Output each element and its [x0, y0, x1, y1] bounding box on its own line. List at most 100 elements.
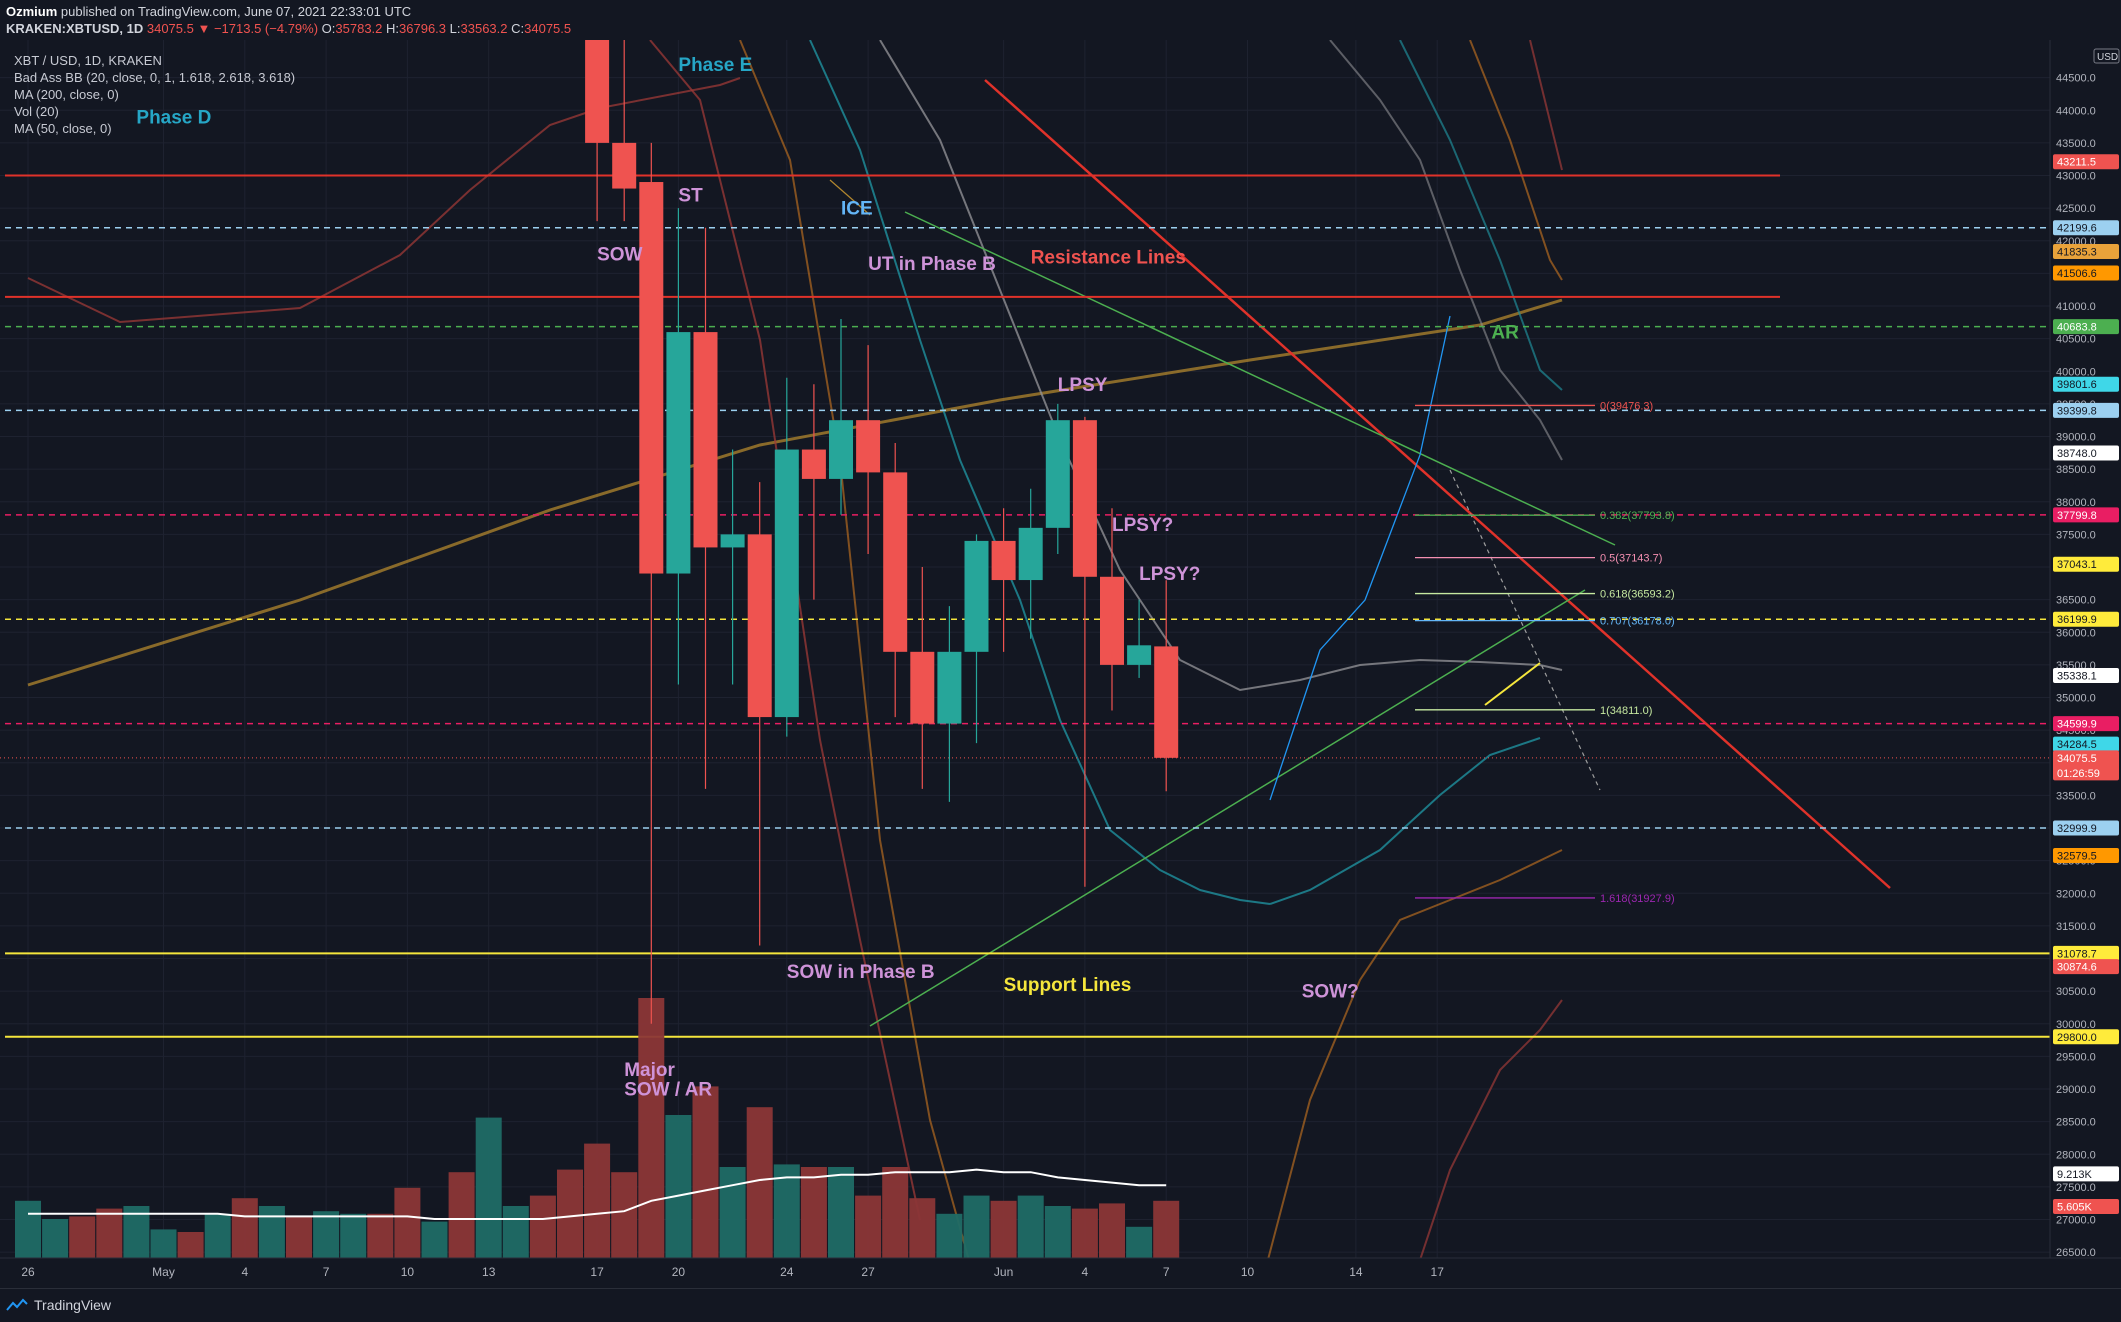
annotation-label: LPSY: [1058, 375, 1108, 396]
annotation-label: Phase E: [678, 55, 752, 76]
annotation-label: UT in Phase B: [868, 254, 996, 275]
volume-bar: [611, 1172, 638, 1258]
price-tag-label: 41835.3: [2057, 246, 2097, 258]
price-tick-label: 30000.0: [2056, 1019, 2096, 1031]
volume-ma-line: [28, 1168, 1167, 1220]
price-tag-box: [2053, 376, 2119, 392]
author-name[interactable]: Ozmium: [6, 4, 58, 19]
price-tag: 37043.1: [2053, 556, 2119, 572]
price-tag-label: 41506.6: [2057, 268, 2097, 280]
annotation-label: SOW?: [1302, 982, 1359, 1003]
volume-bar: [502, 1206, 529, 1258]
currency-badge-box: [2093, 48, 2120, 64]
open-value: 35783.2: [335, 21, 383, 36]
price-tick-label: 37500.0: [2056, 529, 2096, 541]
price-tick-label: 29500.0: [2056, 1051, 2096, 1063]
price-tag-box: [2053, 507, 2119, 523]
price-tick-label: 29000.0: [2056, 1084, 2096, 1096]
candles: [585, 40, 1179, 1024]
bollinger-upper-red: [1529, 40, 1563, 171]
price-tick-label: 40000.0: [2056, 366, 2096, 378]
candle-body: [1100, 576, 1124, 665]
time-tick-label: Jun: [994, 1265, 1013, 1279]
volume-bar: [448, 1172, 475, 1258]
price-tag-label: 40683.8: [2057, 322, 2097, 334]
volume-bar: [828, 1167, 854, 1258]
fibonacci-levels: 0(39476.3) 0.382(37793.8) 0.5(37143.7) 0.61…: [1415, 400, 1675, 905]
price-tag: 34599.9: [2053, 716, 2119, 732]
brand-label: TradingView: [34, 1297, 112, 1313]
bollinger-upper-orange: [1469, 40, 1563, 281]
fib-level-label: 0.5(37143.7): [1600, 553, 1662, 565]
price-tick-label: 26500.0: [2056, 1247, 2096, 1259]
low-value: 33563.2: [460, 21, 508, 36]
volume-bar: [96, 1208, 123, 1258]
price-tag-box: [2053, 945, 2119, 961]
tradingview-logo-icon: [6, 1298, 28, 1311]
legend-ma200[interactable]: MA (200, close, 0): [14, 87, 119, 102]
volume-bar: [1099, 1203, 1125, 1258]
price-tag: 34075.5 01:26:59: [2053, 750, 2119, 781]
candle-body: [747, 534, 772, 718]
candle-body: [856, 420, 881, 473]
volume-bar: [1071, 1208, 1098, 1258]
candle-body: [964, 540, 989, 652]
candle-body: [1154, 646, 1179, 758]
price-tag-label: 35338.1: [2057, 670, 2097, 682]
price-tick-label: 33500.0: [2056, 790, 2096, 802]
legend-volume[interactable]: Vol (20): [14, 104, 59, 119]
price-tag-box: [2053, 611, 2119, 627]
volume-bar: [231, 1198, 258, 1258]
price-tick-label: 28000.0: [2056, 1149, 2096, 1161]
price-tag-label: 37799.8: [2057, 510, 2097, 522]
price-tag: 37799.8: [2053, 507, 2119, 523]
indicator-legend: XBT / USD, 1D, KRAKEN Bad Ass BB (20, cl…: [14, 52, 295, 137]
candle-body: [666, 332, 691, 574]
candle-body: [1072, 420, 1097, 577]
price-tag: 42199.6: [2053, 220, 2119, 236]
legend-symbol[interactable]: XBT / USD, 1D, KRAKEN: [14, 53, 162, 68]
annotation-label: LPSY?: [1112, 515, 1173, 536]
price-tag: 38748.0: [2053, 445, 2119, 461]
candle-body: [774, 449, 799, 718]
volume-bar: [1044, 1206, 1071, 1258]
candle-body: [829, 420, 853, 479]
time-tick-label: 24: [780, 1265, 794, 1279]
fib-level-label: 0.382(37793.8): [1600, 510, 1675, 522]
price-tag-label: 5.605K: [2057, 1201, 2093, 1213]
annotation-label: Support Lines: [1004, 975, 1132, 996]
price-tag: 5.605K: [2053, 1198, 2119, 1214]
price-chart[interactable]: 0(39476.3) 0.382(37793.8) 0.5(37143.7) 0.61…: [0, 40, 2121, 1288]
high-label: H:: [386, 21, 400, 36]
price-tag-box: [2053, 667, 2119, 683]
annotation-label: AR: [1491, 323, 1519, 344]
price-tick-label: 30500.0: [2056, 986, 2096, 998]
volume-bar: [42, 1219, 69, 1258]
candle-body: [612, 142, 637, 189]
annotation-label: ICE: [841, 199, 873, 220]
fib-anchor-line: [1484, 662, 1541, 706]
published-text: published on TradingView.com, June 07, 2…: [57, 4, 412, 19]
st-marker-line: [829, 179, 871, 216]
price-tag-label: 30874.6: [2057, 962, 2097, 974]
price-tag-box: [2053, 736, 2119, 752]
annotations: Phase D Phase E ST SOW ICE UT in Phase B Resis…: [136, 55, 1519, 1100]
price-tick-label: 38500.0: [2056, 464, 2096, 476]
annotation-label: SOW / AR: [624, 1080, 712, 1101]
price-tag-box: [2053, 847, 2119, 863]
price-tag-label: 9.213K: [2057, 1169, 2093, 1181]
annotation-label: Phase D: [136, 107, 211, 128]
legend-ma50[interactable]: MA (50, close, 0): [14, 121, 112, 136]
fib-level-label: 0(39476.3): [1600, 400, 1653, 412]
price-tag: 34284.5: [2053, 736, 2119, 752]
price-tag-box: [2053, 820, 2119, 836]
volume-bar: [557, 1169, 583, 1258]
legend-bollinger[interactable]: Bad Ass BB (20, close, 0, 1, 1.618, 2.61…: [14, 70, 296, 85]
price-tag: 41835.3: [2053, 243, 2119, 259]
bollinger-lower-orange-right: [1259, 849, 1563, 1288]
price-tag-box: [2053, 1166, 2119, 1182]
price-tag-label: 42199.6: [2057, 223, 2097, 235]
volume-bar: [340, 1213, 367, 1258]
price-tick-label: 43000.0: [2056, 171, 2096, 183]
tradingview-brand[interactable]: TradingView: [6, 1297, 111, 1313]
